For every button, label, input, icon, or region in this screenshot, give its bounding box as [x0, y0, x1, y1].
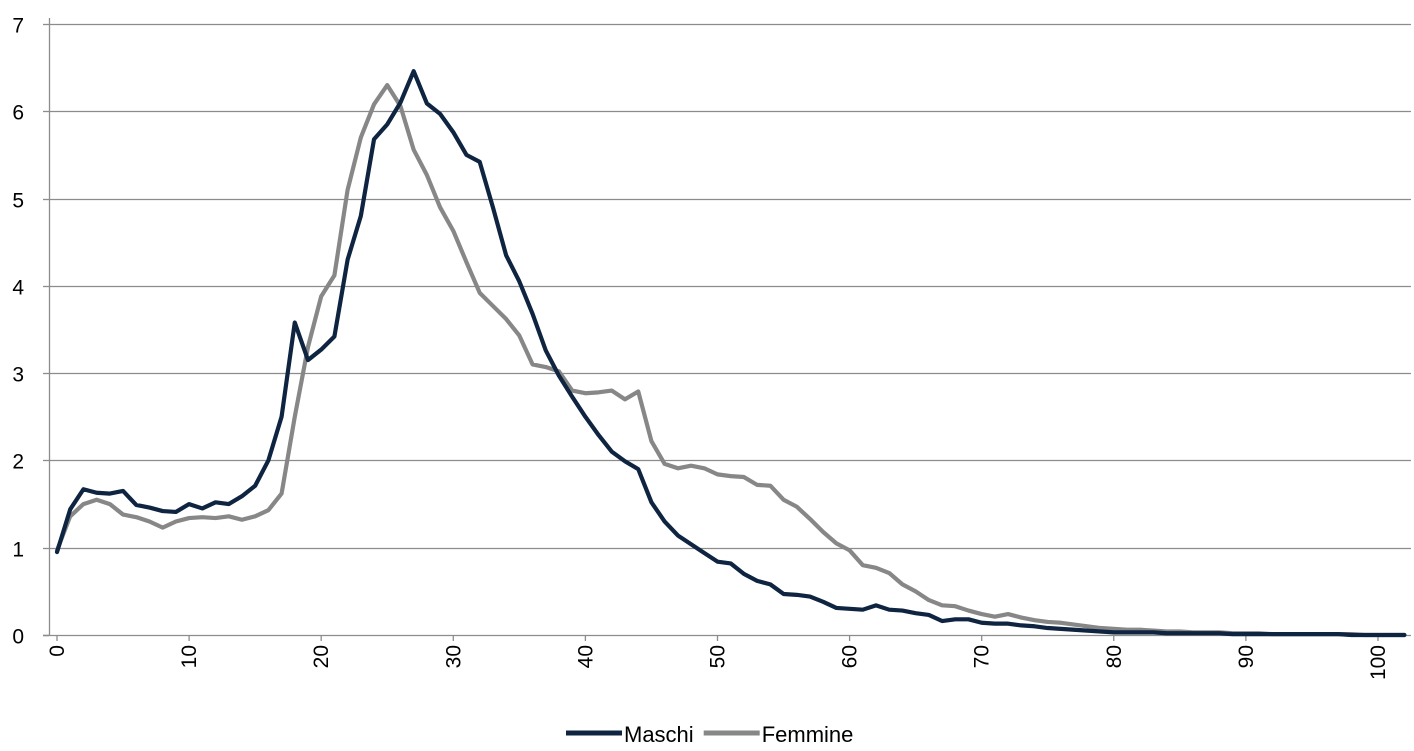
x-tick-label: 70 [971, 645, 994, 668]
x-tick-label: 50 [706, 645, 729, 668]
y-tick-label: 1 [12, 539, 24, 562]
x-tick-label: 40 [574, 645, 597, 668]
y-tick-label: 6 [12, 102, 24, 125]
grid-lines [49, 23, 1411, 550]
legend: Maschi Femmine [566, 722, 854, 747]
y-tick-label: 4 [12, 277, 24, 300]
y-tick-label: 5 [12, 190, 24, 213]
series-line-femmine [54, 82, 1407, 638]
axes [43, 18, 1411, 641]
legend-label-maschi: Maschi [624, 722, 694, 746]
x-tick-label: 80 [1103, 645, 1126, 668]
x-tick-label: 60 [839, 645, 862, 668]
legend-label-femmine: Femmine [762, 722, 854, 746]
x-tick-label: 90 [1235, 645, 1258, 668]
x-tick-label: 30 [442, 645, 465, 668]
y-tick-labels: 0 1 2 3 4 5 6 7 [12, 15, 24, 649]
y-tick-label: 0 [12, 626, 24, 649]
x-tick-label: 10 [178, 645, 201, 668]
series-lines [54, 69, 1407, 638]
y-tick-label: 7 [12, 15, 24, 38]
y-tick-label: 2 [12, 451, 24, 474]
x-tick-label: 0 [46, 645, 69, 657]
x-tick-label: 100 [1367, 645, 1390, 680]
series-line-maschi [54, 69, 1407, 638]
x-tick-label: 20 [310, 645, 333, 668]
x-tick-labels: 0 10 20 30 40 50 60 70 80 90 100 [46, 645, 1390, 680]
y-tick-label: 3 [12, 364, 24, 387]
